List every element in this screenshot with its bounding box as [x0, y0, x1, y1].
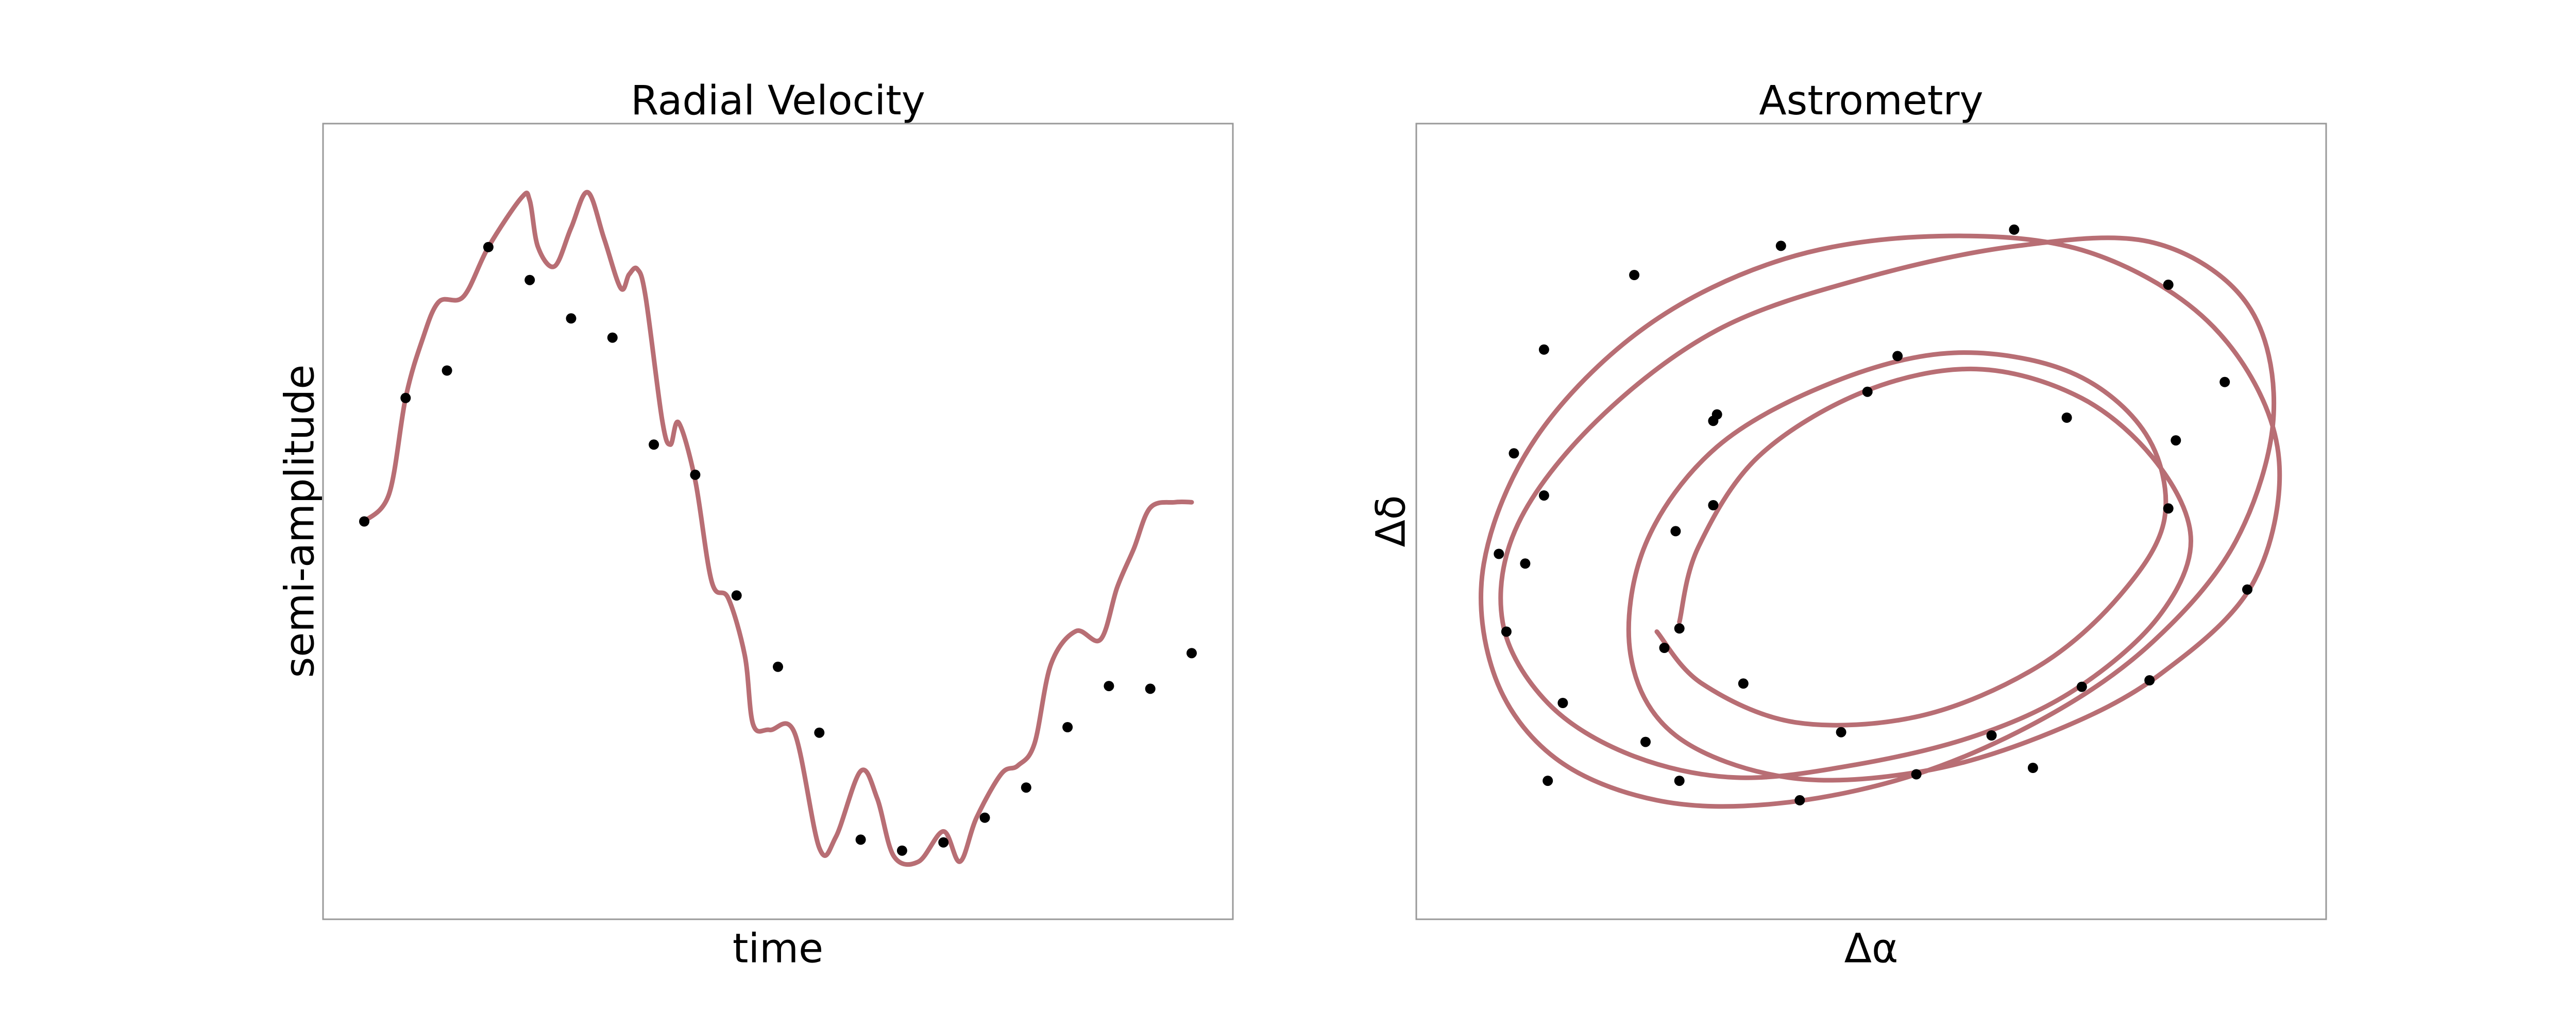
astrometry-data-point — [1538, 344, 1549, 355]
rv-title: Radial Velocity — [631, 78, 925, 124]
rv-data-point — [1062, 722, 1073, 732]
rv-data-point — [1187, 648, 1197, 659]
rv-data-point — [566, 313, 577, 324]
rv-data-point — [855, 834, 866, 845]
astrometry-data-point — [1543, 776, 1553, 786]
astrometry-data-point — [2076, 681, 2087, 692]
astrometry-data-point — [1708, 500, 1719, 510]
rv-data-point — [1021, 782, 1031, 793]
rv-data-point — [483, 242, 494, 252]
rv-xlabel: time — [733, 925, 823, 972]
astrometry-panel: Astrometry Δα Δδ — [1368, 78, 2327, 972]
rv-data-point — [524, 274, 535, 285]
astrometry-ylabel: Δδ — [1368, 495, 1414, 547]
rv-data-point — [814, 727, 825, 738]
astrometry-data-point — [1538, 490, 1549, 501]
rv-data-point — [442, 365, 452, 376]
rv-data-point — [731, 590, 742, 601]
astrometry-data-point — [2144, 675, 2155, 685]
astrometry-data-point — [1738, 678, 1749, 689]
astrometry-data-point — [2219, 376, 2230, 387]
astrometry-data-points — [1494, 224, 2252, 805]
astrometry-data-point — [1520, 558, 1531, 569]
rv-data-point — [690, 469, 701, 480]
astrometry-data-point — [2171, 435, 2181, 446]
astrometry-data-point — [2163, 503, 2174, 514]
astrometry-data-point — [1836, 727, 1846, 737]
astrometry-data-point — [1670, 526, 1681, 537]
astrometry-data-point — [1501, 626, 1512, 637]
rv-model-curve — [362, 190, 1194, 867]
astrometry-data-point — [1794, 795, 1805, 805]
rv-data-point — [1145, 683, 1156, 694]
rv-panel: Radial Velocity time semi-amplitude — [277, 78, 1234, 972]
astrometry-data-point — [2242, 584, 2252, 595]
astrometry-title: Astrometry — [1759, 78, 1983, 124]
astrometry-data-point — [1674, 776, 1685, 786]
rv-plot-frame — [322, 123, 1234, 920]
astrometry-data-point — [1494, 548, 1504, 559]
rv-data-point — [1104, 681, 1114, 692]
rv-data-points — [359, 242, 1197, 856]
rv-data-point — [979, 812, 990, 823]
astrometry-data-point — [1862, 386, 1873, 397]
rv-data-point — [896, 845, 907, 856]
astrometry-data-point — [1629, 270, 1640, 280]
astrometry-data-point — [1892, 351, 1903, 362]
rv-data-point — [400, 392, 411, 403]
astrometry-data-point — [1557, 698, 1568, 708]
astrometry-data-point — [1711, 409, 1722, 420]
astrometry-data-point — [1775, 241, 1786, 251]
rv-data-point — [649, 439, 659, 450]
astrometry-data-point — [1674, 623, 1685, 634]
rv-data-point — [938, 837, 949, 848]
rv-ylabel: semi-amplitude — [277, 365, 323, 678]
rv-data-point — [607, 332, 618, 343]
astrometry-plot-frame — [1415, 123, 2327, 920]
rv-data-point — [773, 661, 783, 672]
astrometry-data-point — [1986, 730, 1997, 741]
rv-data-point — [359, 516, 369, 527]
astrometry-xlabel: Δα — [1844, 925, 1899, 972]
astrometry-data-point — [1509, 448, 1519, 459]
astrometry-orbit-curve — [1479, 233, 2282, 809]
astrometry-data-point — [1659, 643, 1670, 653]
astrometry-data-point — [2009, 224, 2020, 235]
astrometry-data-point — [2061, 413, 2072, 423]
astrometry-data-point — [1911, 769, 1922, 780]
astrometry-data-point — [1640, 736, 1651, 747]
astrometry-data-point — [2163, 279, 2174, 290]
astrometry-data-point — [2027, 763, 2038, 773]
